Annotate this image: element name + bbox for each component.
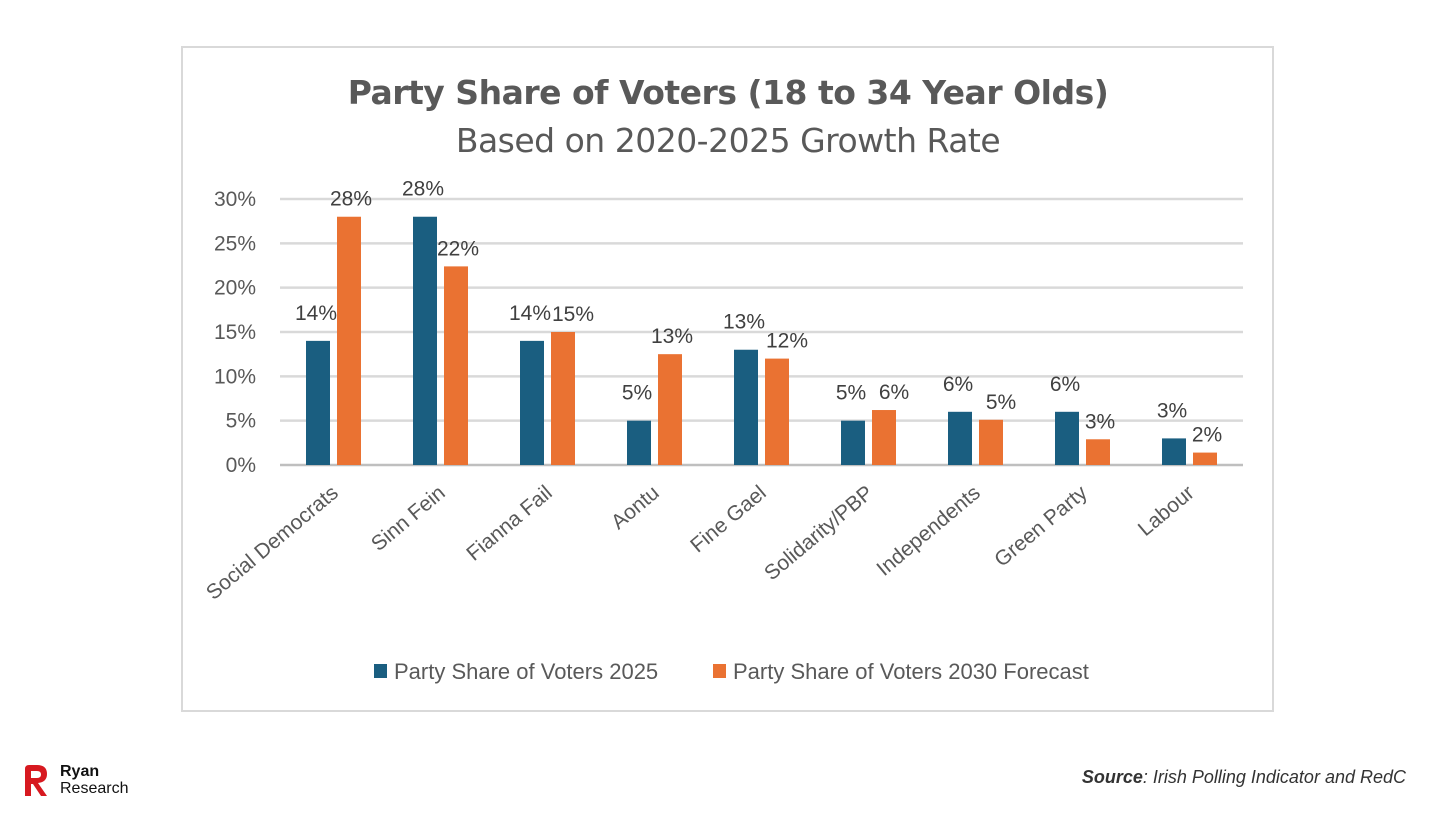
data-label-2025: 13% [723, 311, 765, 334]
ryan-research-logo-mark-icon [25, 765, 47, 796]
grid-lines [280, 197, 1243, 467]
data-label-2025: 28% [402, 178, 444, 201]
bar-2025 [520, 340, 544, 465]
data-label-2025: 14% [295, 302, 337, 325]
y-tick-label: 5% [226, 410, 256, 433]
y-tick-label: 10% [214, 365, 256, 388]
bar-2025 [1055, 411, 1079, 465]
bar-2025 [627, 420, 651, 465]
data-label-2030-forecast: 2% [1192, 424, 1222, 447]
data-label-2030-forecast: 12% [766, 330, 808, 353]
data-label-2030-forecast: 13% [651, 325, 693, 348]
x-category-label: Green Party [990, 481, 1092, 572]
bar-2025 [841, 420, 865, 465]
chart-subtitle: Based on 2020-2025 Growth Rate [456, 121, 1000, 160]
bar-2030-forecast [1193, 452, 1217, 465]
data-label-2030-forecast: 6% [879, 381, 909, 404]
data-label-2025: 5% [836, 382, 866, 405]
data-label-2025: 14% [509, 302, 551, 325]
data-label-2025: 3% [1157, 399, 1187, 422]
x-category-label: Aontu [607, 481, 664, 534]
ryan-research-logo: Ryan Research [22, 762, 128, 798]
data-label-2025: 5% [622, 382, 652, 405]
bar-2030-forecast [551, 332, 575, 465]
x-category-label: Independents [872, 481, 984, 580]
y-tick-label: 30% [214, 188, 256, 211]
bar-2030-forecast [337, 216, 361, 465]
x-category-label: Fine Gael [686, 481, 771, 557]
data-label-2030-forecast: 22% [437, 237, 479, 260]
y-tick-label: 20% [214, 277, 256, 300]
source-label: Source [1081, 767, 1143, 787]
x-category-label: Labour [1134, 481, 1199, 541]
legend: Party Share of Voters 2025 Party Share of… [374, 659, 1089, 684]
source-note: Source: Irish Polling Indicator and RedC [1082, 767, 1406, 788]
logo-text: Ryan Research [60, 763, 128, 797]
x-category-label: Sinn Fein [367, 481, 450, 556]
bar-2025 [306, 340, 330, 465]
legend-label: Party Share of Voters 2025 [394, 659, 658, 684]
data-label-2030-forecast: 15% [552, 303, 594, 326]
bar-2030-forecast [872, 410, 896, 465]
bars [306, 216, 1217, 465]
data-label-2025: 6% [1050, 373, 1080, 396]
legend-swatch [374, 664, 387, 678]
bar-2025 [1162, 438, 1186, 465]
y-axis: 0% 5% 10% 15% 20% 25% 30% [214, 188, 256, 477]
bar-2030-forecast [444, 266, 468, 465]
chart-frame [181, 46, 1274, 712]
bar-2030-forecast [1086, 439, 1110, 465]
legend-label: Party Share of Voters 2030 Forecast [733, 659, 1089, 684]
logo-name: Ryan [60, 763, 100, 780]
bar-2025 [413, 216, 437, 465]
x-category-label: Fianna Fail [462, 481, 556, 565]
legend-swatch [713, 664, 726, 678]
source-text: : Irish Polling Indicator and RedC [1142, 767, 1406, 787]
x-axis: Social Democrats Sinn Fein Fianna Fail Aont… [202, 481, 1199, 605]
bar-2025 [734, 349, 758, 465]
chart-title: Party Share of Voters (18 to 34 Year Old… [348, 73, 1109, 112]
logo-subname: Research [60, 780, 129, 797]
x-category-label: Social Democrats [202, 481, 343, 604]
data-label-2030-forecast: 28% [330, 188, 372, 211]
y-tick-label: 0% [226, 454, 256, 477]
bar-2030-forecast [658, 354, 682, 465]
data-label-2030-forecast: 3% [1085, 410, 1115, 433]
bar-2030-forecast [765, 358, 789, 465]
data-label-2025: 6% [943, 373, 973, 396]
y-tick-label: 15% [214, 321, 256, 344]
y-tick-label: 25% [214, 232, 256, 255]
data-labels: 14%28% 28%22%14% 15%5%13%13%12%5% 6% 6%5%6%3… [295, 178, 1222, 447]
x-category-label: Solidarity/PBP [760, 481, 878, 585]
data-label-2030-forecast: 5% [986, 391, 1016, 414]
bar-2030-forecast [979, 419, 1003, 465]
bar-2025 [948, 411, 972, 465]
